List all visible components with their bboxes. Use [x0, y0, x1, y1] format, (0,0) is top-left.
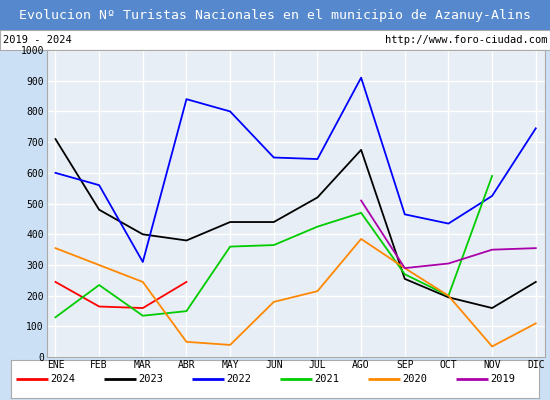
- Text: 2021: 2021: [315, 374, 339, 384]
- Text: 2023: 2023: [139, 374, 163, 384]
- Text: 2019: 2019: [491, 374, 515, 384]
- Text: Evolucion Nº Turistas Nacionales en el municipio de Azanuy-Alins: Evolucion Nº Turistas Nacionales en el m…: [19, 8, 531, 22]
- Text: 2019 - 2024: 2019 - 2024: [3, 35, 72, 45]
- Text: http://www.foro-ciudad.com: http://www.foro-ciudad.com: [385, 35, 547, 45]
- Text: 2022: 2022: [227, 374, 251, 384]
- Text: 2020: 2020: [403, 374, 427, 384]
- Text: 2024: 2024: [51, 374, 75, 384]
